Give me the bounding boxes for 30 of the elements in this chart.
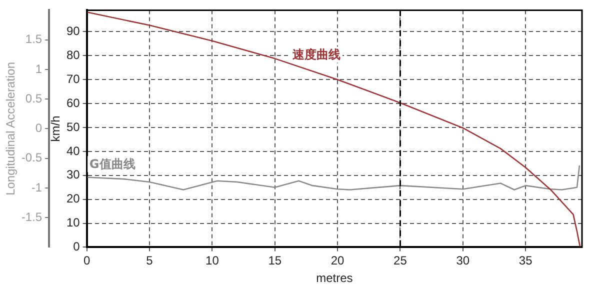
x-tick-label: 20	[330, 254, 345, 268]
y-tick-label: 90	[66, 24, 80, 38]
x-tick-label: 15	[268, 254, 282, 268]
x-tick-label: 0	[83, 254, 90, 268]
x-tick-label: 35	[518, 254, 533, 268]
y-tick-label: 10	[66, 216, 80, 230]
y-tick-label: 70	[66, 72, 80, 86]
y2-tick-label: -0.5	[21, 150, 42, 165]
series-label: G值曲线	[89, 157, 136, 172]
y-tick-label: 40	[66, 144, 80, 158]
y-tick-label: 60	[66, 96, 80, 110]
series-label: 速度曲线	[292, 48, 341, 62]
y-axis-title: km/h	[48, 116, 63, 142]
y2-tick-label: -1.5	[21, 210, 42, 224]
y-tick-label: 0	[73, 240, 80, 254]
x-tick-label: 10	[206, 254, 220, 268]
y-tick-label: 50	[66, 120, 80, 134]
x-tick-label: 25	[394, 254, 408, 268]
x-tick-label: 30	[456, 254, 470, 268]
y2-axis-title: Longitudinal Acceleration	[4, 62, 18, 196]
y2-tick-label: -1	[31, 180, 42, 194]
x-tick-label: 5	[146, 254, 154, 268]
y2-tick-label: 1.5	[25, 32, 42, 46]
y2-tick-label: 0.5	[25, 91, 42, 106]
x-axis-title: metres	[316, 271, 353, 286]
y-tick-label: 80	[66, 48, 80, 62]
y-tick-label: 20	[66, 192, 80, 206]
y2-tick-label: 0	[35, 121, 42, 136]
y-tick-label: 30	[66, 168, 80, 182]
y2-tick-label: 1	[35, 62, 42, 76]
